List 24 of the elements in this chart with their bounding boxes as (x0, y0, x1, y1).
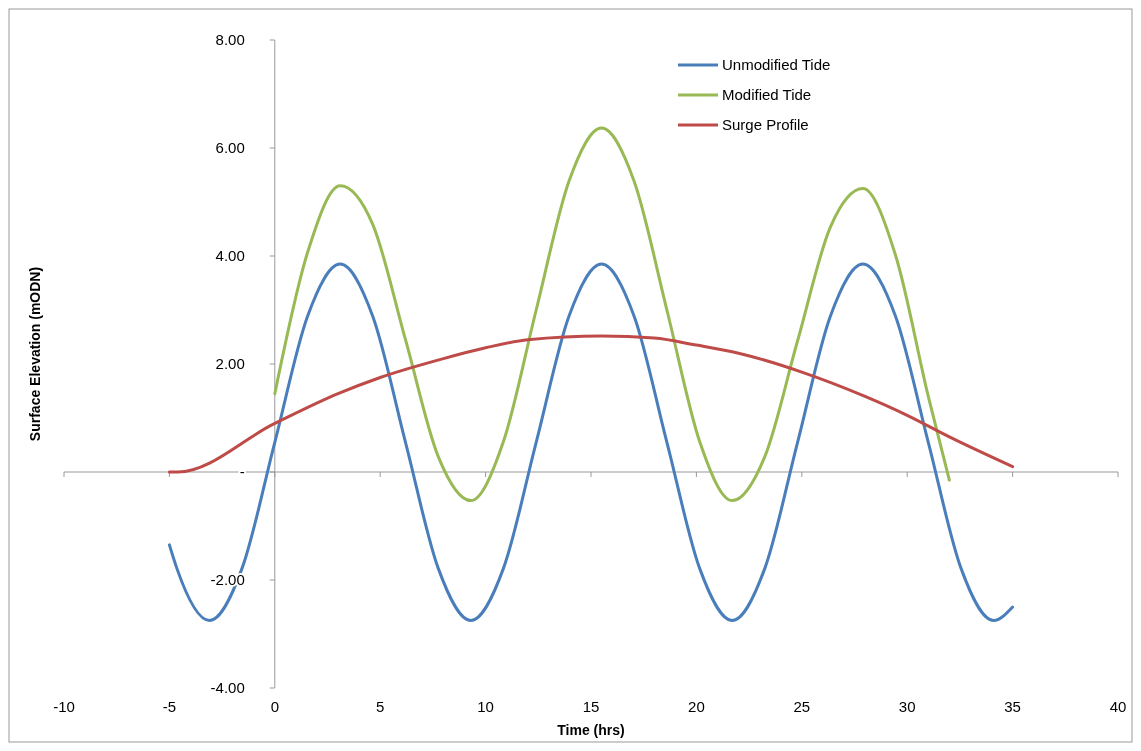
x-tick-label: 25 (793, 698, 811, 715)
x-tick-label: 40 (1109, 698, 1127, 715)
y-tick-label: - (239, 463, 245, 480)
x-tick-label: 30 (898, 698, 916, 715)
y-tick-label: 4.00 (215, 247, 245, 264)
x-tick-label: 10 (477, 698, 494, 715)
y-tick-label: 8.00 (215, 31, 245, 48)
x-tick-label: 15 (582, 698, 600, 715)
x-tick-label: 35 (1004, 698, 1021, 715)
y-tick-label: -4.00 (210, 679, 245, 696)
y-axis-title: Surface Elevation (mODN) (27, 266, 43, 442)
legend-label: Unmodified Tide (722, 56, 831, 73)
line-series (167, 334, 1015, 474)
x-tick-label: 5 (376, 698, 385, 715)
x-tick-label: 0 (270, 698, 279, 715)
x-tick-label: 20 (688, 698, 705, 715)
line-series (167, 262, 1015, 622)
legend-label: Modified Tide (722, 86, 812, 103)
y-tick-label: 2.00 (215, 355, 245, 372)
legend-label: Surge Profile (722, 116, 809, 133)
x-tick-label: -10 (53, 698, 75, 715)
y-tick-label: 6.00 (215, 139, 245, 156)
x-axis-title: Time (hrs) (557, 722, 625, 738)
x-tick-label: -5 (162, 698, 177, 715)
